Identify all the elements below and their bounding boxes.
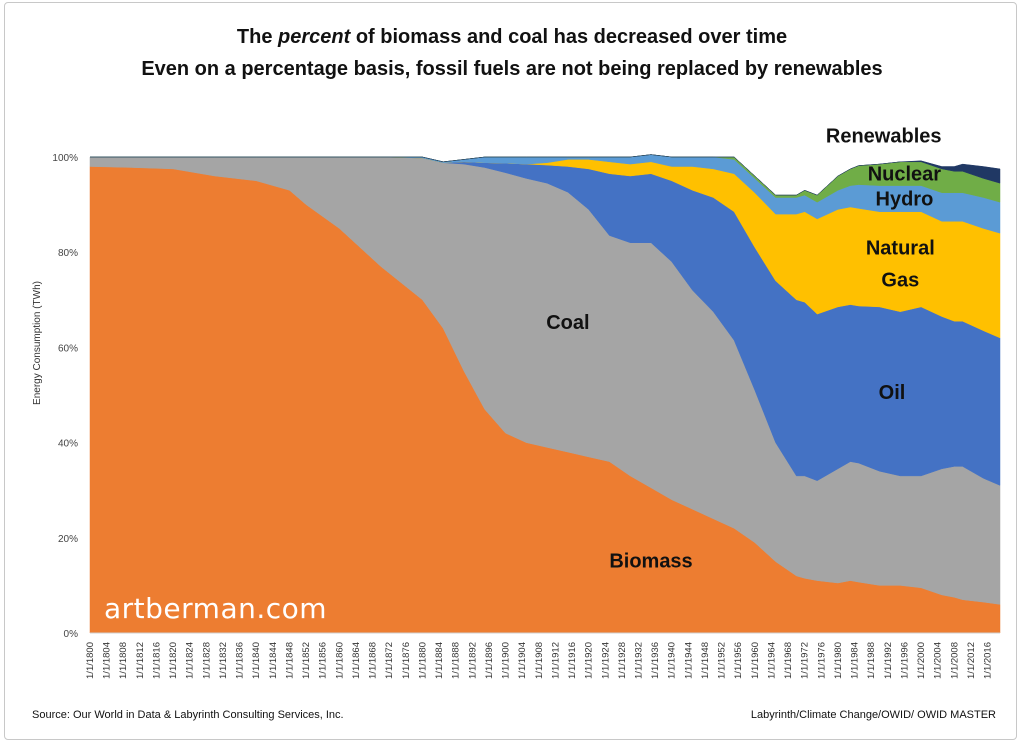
y-axis-label: Energy Consumption (TWh)	[32, 281, 43, 405]
x-tick-label: 1/1/1996	[899, 642, 910, 679]
x-tick-label: 1/1/1852	[301, 642, 312, 679]
x-tick-label: 1/1/1884	[434, 642, 445, 679]
x-tick-label: 1/1/1832	[218, 642, 229, 679]
x-tick-label: 1/1/1888	[451, 642, 462, 679]
y-axis: 0% 20% 40% 60% 80% 100%	[52, 153, 78, 640]
y-tick-label: 0%	[64, 629, 79, 640]
x-tick-label: 1/1/1820	[168, 642, 179, 679]
y-tick-label: 80%	[58, 248, 78, 259]
x-tick-label: 1/1/1892	[467, 642, 478, 679]
x-tick-label: 1/1/1848	[285, 642, 296, 679]
x-tick-label: 1/1/1932	[634, 642, 645, 679]
x-tick-label: 1/1/1972	[800, 642, 811, 679]
x-tick-label: 1/1/1816	[152, 642, 163, 679]
area-label-nuclear: Nuclear	[868, 164, 942, 186]
x-tick-label: 1/1/1880	[417, 642, 428, 679]
x-tick-label: 1/1/1872	[384, 642, 395, 679]
x-tick-label: 1/1/1876	[401, 642, 412, 679]
y-tick-label: 20%	[58, 534, 78, 545]
x-tick-label: 1/1/1868	[368, 642, 379, 679]
area-label-biomass: Biomass	[609, 550, 692, 572]
x-tick-label: 1/1/2012	[966, 642, 977, 679]
area-label-renewables: Renewables	[826, 126, 942, 148]
x-tick-label: 1/1/1908	[534, 642, 545, 679]
x-tick-label: 1/1/1856	[318, 642, 329, 679]
x-tick-label: 1/1/1808	[118, 642, 129, 679]
x-tick-label: 1/1/1864	[351, 642, 362, 679]
x-tick-label: 1/1/1984	[850, 642, 861, 679]
x-tick-label: 1/1/2008	[949, 642, 960, 679]
x-tick-label: 1/1/1948	[700, 642, 711, 679]
area-labels: Biomass Coal Oil Natural Gas Hydro Nuclear Rene…	[546, 126, 941, 573]
x-tick-label: 1/1/1860	[334, 642, 345, 679]
source-note: Source: Our World in Data & Labyrinth Co…	[32, 709, 344, 721]
x-tick-label: 1/1/1844	[268, 642, 279, 679]
x-tick-label: 1/1/1936	[650, 642, 661, 679]
area-label-natural: Natural	[866, 238, 935, 260]
x-tick-label: 1/1/1916	[567, 642, 578, 679]
x-tick-label: 1/1/1804	[102, 642, 113, 679]
x-tick-label: 1/1/1980	[833, 642, 844, 679]
x-tick-label: 1/1/1968	[783, 642, 794, 679]
x-tick-label: 1/1/1956	[733, 642, 744, 679]
x-tick-label: 1/1/1988	[866, 642, 877, 679]
x-tick-label: 1/1/1952	[717, 642, 728, 679]
title-line1-post: of biomass and coal has decreased over t…	[350, 26, 788, 48]
watermark: artberman.com	[104, 592, 328, 625]
x-tick-label: 1/1/1824	[185, 642, 196, 679]
y-tick-label: 100%	[52, 153, 78, 164]
x-tick-label: 1/1/1960	[750, 642, 761, 679]
x-tick-label: 1/1/1896	[484, 642, 495, 679]
x-tick-label: 1/1/1920	[584, 642, 595, 679]
chart-areas	[89, 154, 1001, 634]
chart-title-line1: The percent of biomass and coal has decr…	[0, 22, 1024, 52]
y-tick-label: 40%	[58, 439, 78, 450]
x-axis: 1/1/1800 1/1/1804 1/1/1808 1/1/1812 1/1/1816…	[85, 632, 1000, 679]
chart-title-line2: Even on a percentage basis, fossil fuels…	[141, 58, 883, 80]
x-tick-label: 1/1/1940	[667, 642, 678, 679]
x-tick-label: 1/1/1964	[767, 642, 778, 679]
area-renewables	[90, 154, 1001, 196]
x-tick-label: 1/1/1812	[135, 642, 146, 679]
area-label-oil: Oil	[879, 382, 906, 404]
y-tick-label: 60%	[58, 343, 78, 354]
x-tick-label: 1/1/1836	[235, 642, 246, 679]
file-path-note: Labyrinth/Climate Change/OWID/ OWID MAST…	[750, 709, 996, 721]
x-tick-label: 1/1/1800	[85, 642, 96, 679]
x-tick-label: 1/1/1840	[251, 642, 262, 679]
x-tick-label: 1/1/1904	[517, 642, 528, 679]
x-tick-label: 1/1/1976	[816, 642, 827, 679]
x-tick-label: 1/1/1828	[201, 642, 212, 679]
title-emphasis: percent	[278, 26, 351, 48]
x-tick-label: 1/1/2000	[916, 642, 927, 679]
x-tick-label: 1/1/2016	[983, 642, 994, 679]
x-tick-label: 1/1/1944	[683, 642, 694, 679]
x-tick-label: 1/1/2004	[933, 642, 944, 679]
area-label-gas: Gas	[881, 270, 919, 292]
x-tick-label: 1/1/1992	[883, 642, 894, 679]
title-line1-pre: The	[236, 26, 279, 48]
x-tick-label: 1/1/1928	[617, 642, 628, 679]
area-label-hydro: Hydro	[876, 189, 934, 211]
x-tick-label: 1/1/1912	[550, 642, 561, 679]
x-tick-label: 1/1/1924	[600, 642, 611, 679]
area-label-coal: Coal	[546, 312, 589, 334]
x-tick-label: 1/1/1900	[501, 642, 512, 679]
